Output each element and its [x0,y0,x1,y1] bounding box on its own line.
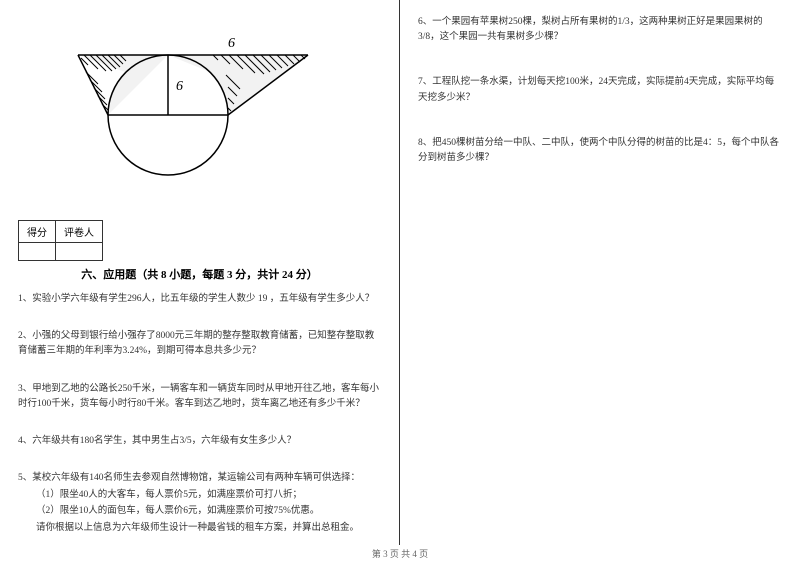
question-8: 8、把450棵树苗分给一中队、二中队，使两个中队分得的树苗的比是4：5，每个中队… [418,136,782,166]
question-1: 1、实验小学六年级有学生296人，比五年级的学生人数少 19 ，五年级有学生多少… [18,292,381,307]
score-table: 得分 评卷人 [18,220,103,261]
grader-header: 评卷人 [56,221,103,243]
score-cell [19,243,56,261]
q5-main: 5、某校六年级有140名师生去参观自然博物馆，某运输公司有两种车辆可供选择： [18,471,381,486]
geometry-diagram: 6 6 [48,15,381,190]
question-5: 5、某校六年级有140名师生去参观自然博物馆，某运输公司有两种车辆可供选择： （… [18,471,381,536]
question-6: 6、一个果园有苹果树250棵，梨树占所有果树的1/3，这两种果树正好是果园果树的… [418,15,782,45]
question-4: 4、六年级共有180名学生，其中男生占3/5，六年级有女生多少人？ [18,434,381,449]
question-3: 3、甲地到乙地的公路长250千米，一辆客车和一辆货车同时从甲地开往乙地，客车每小… [18,382,381,412]
diagram-svg: 6 6 [48,15,328,185]
top-label: 6 [228,36,235,51]
question-2: 2、小强的父母到银行给小强存了8000元三年期的整存整取教育储蓄，已知整存整取教… [18,329,381,359]
page-footer: 第 3 页 共 4 页 [0,547,800,560]
radius-label: 6 [176,79,183,94]
grader-cell [56,243,103,261]
score-header: 得分 [19,221,56,243]
question-7: 7、工程队挖一条水渠，计划每天挖100米，24天完成，实际提前4天完成，实际平均… [418,75,782,105]
q5-sub2: （2）限坐10人的面包车，每人票价6元，如满座票价可按75%优惠。 [36,504,381,519]
left-column: 6 6 得分 评卷人 六、应用题（共 8 小题，每题 3 分，共计 24 分） … [0,0,400,545]
q5-end: 请你根据以上信息为六年级师生设计一种最省钱的租车方案，并算出总租金。 [36,521,381,536]
section-title: 六、应用题（共 8 小题，每题 3 分，共计 24 分） [18,266,381,282]
right-column: 6、一个果园有苹果树250棵，梨树占所有果树的1/3，这两种果树正好是果园果树的… [400,0,800,545]
q5-sub1: （1）限坐40人的大客车，每人票价5元，如满座票价可打八折； [36,488,381,503]
